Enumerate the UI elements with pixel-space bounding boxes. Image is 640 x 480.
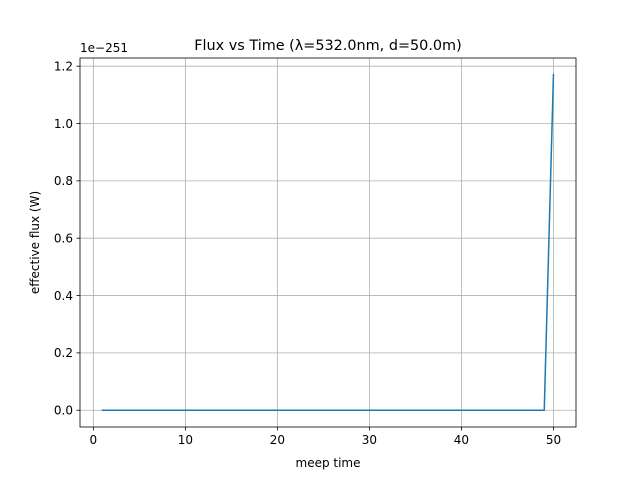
y-tick-label: 1.2 xyxy=(54,59,73,73)
x-tick-label: 20 xyxy=(270,433,285,447)
y-tick-label: 0.2 xyxy=(54,346,73,360)
grid xyxy=(80,58,576,427)
x-tick-label: 40 xyxy=(454,433,469,447)
ticks: 0 10 20 30 40 50 0.0 0.2 0.4 0.6 0.8 1.0 1.2 xyxy=(54,59,561,447)
y-tick-label: 0.4 xyxy=(54,289,73,303)
x-tick-label: 30 xyxy=(362,433,377,447)
y-axis-label: effective flux (W) xyxy=(28,191,42,294)
chart-title: Flux vs Time (λ=532.0nm, d=50.0m) xyxy=(194,38,461,54)
series-layer xyxy=(101,73,555,411)
y-tick-label: 1.0 xyxy=(54,117,73,131)
y-offset-label: 1e−251 xyxy=(80,41,128,55)
y-tick-label: 0.6 xyxy=(54,231,73,245)
y-tick-label: 0.0 xyxy=(54,404,73,418)
y-tick-label: 0.8 xyxy=(54,174,73,188)
x-tick-label: 50 xyxy=(546,433,561,447)
x-tick-label: 0 xyxy=(90,433,98,447)
plot-frame xyxy=(79,57,577,428)
x-axis-label: meep time xyxy=(296,456,361,470)
flux-series-line xyxy=(101,73,555,411)
x-tick-label: 10 xyxy=(178,433,193,447)
